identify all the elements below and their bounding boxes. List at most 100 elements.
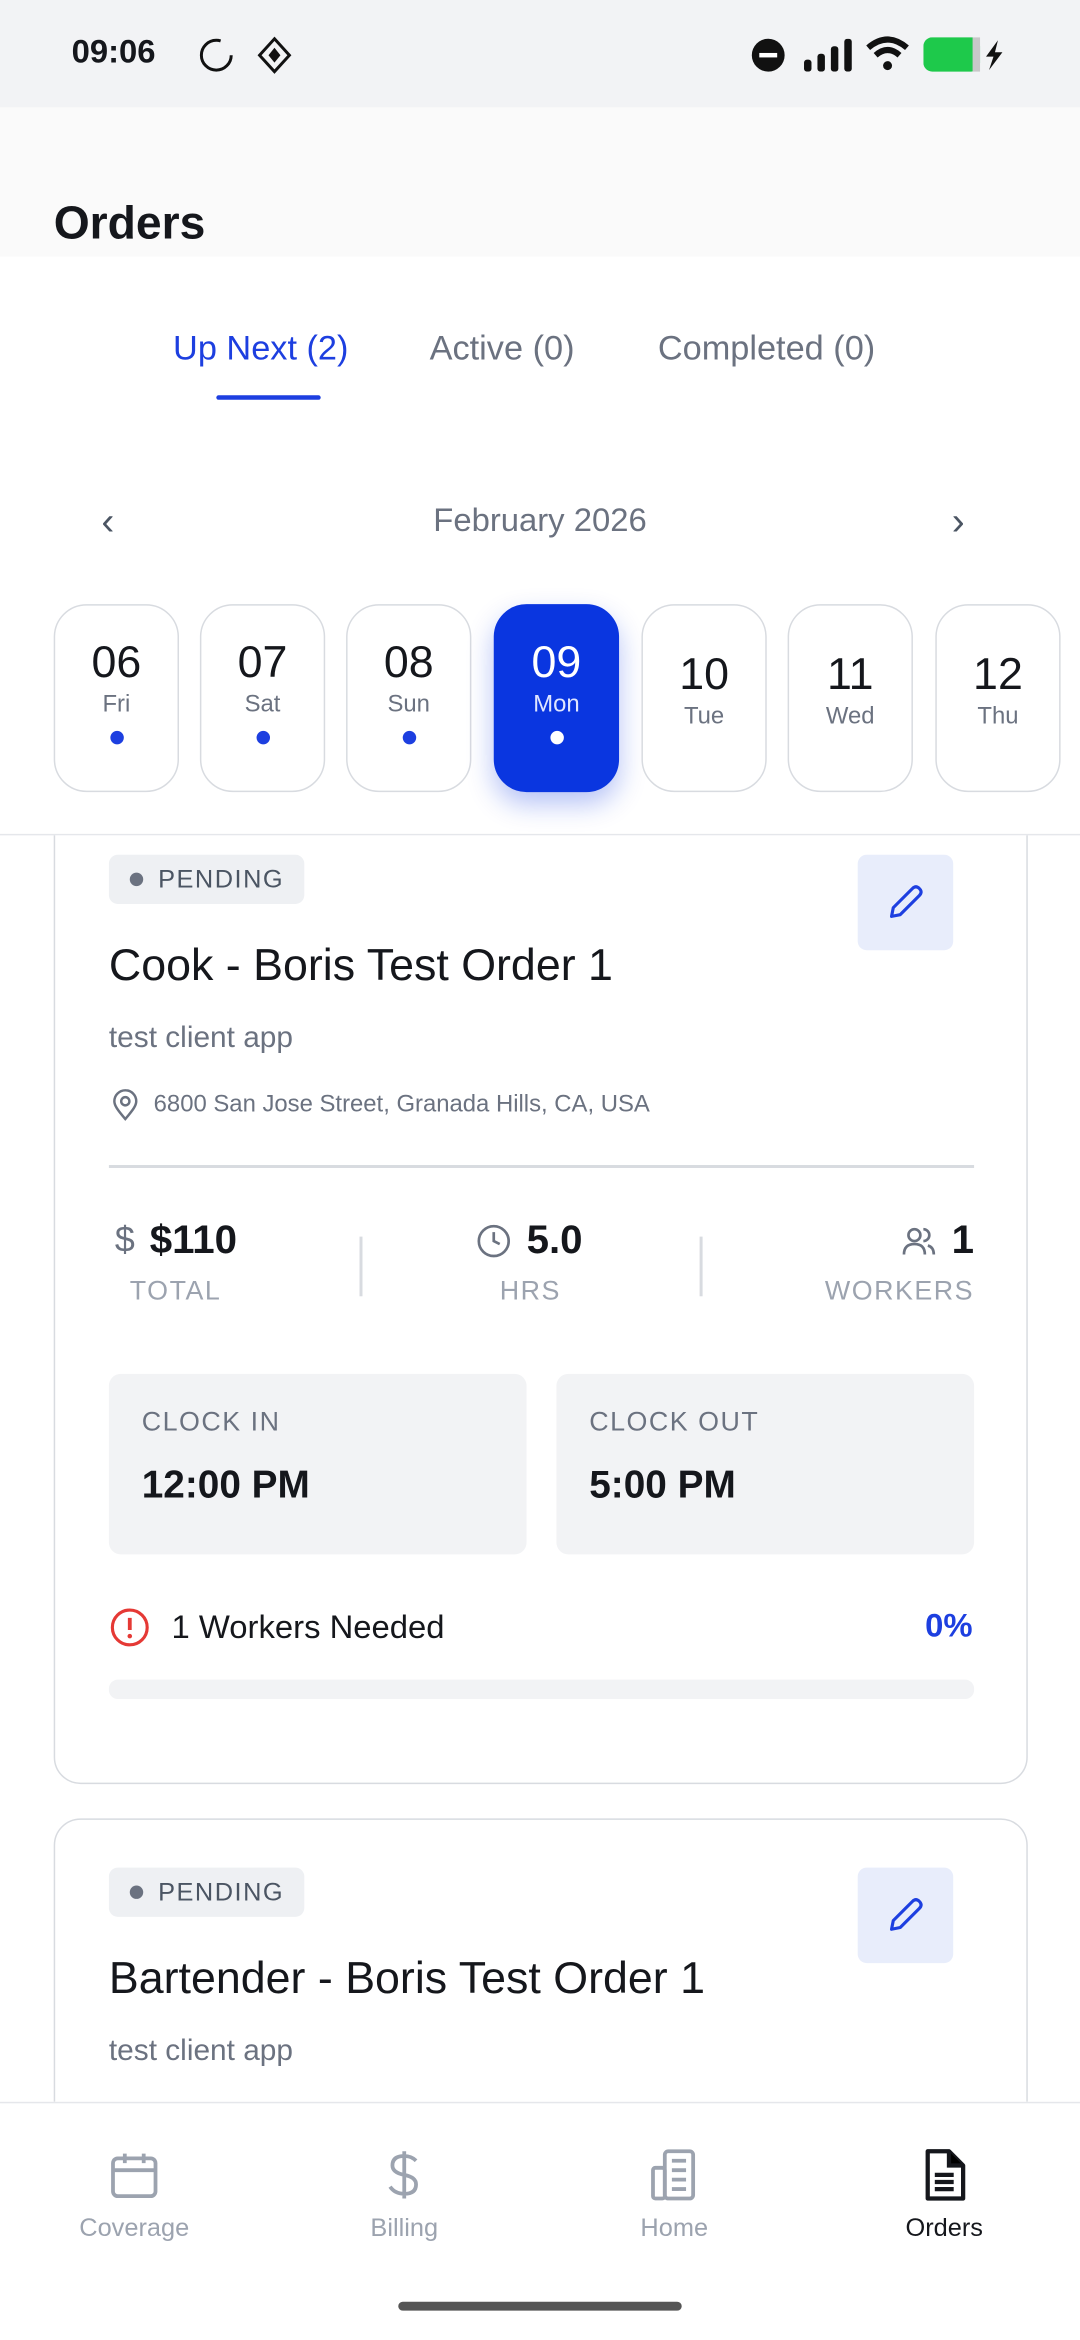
page-title: Orders <box>53 196 206 250</box>
pencil-icon <box>889 1898 923 1931</box>
status-badge: PENDING <box>108 854 306 904</box>
workers-value: 1 <box>951 1217 975 1262</box>
day-of-week: Wed <box>825 704 875 730</box>
separator <box>699 1236 703 1297</box>
day-number: 08 <box>383 638 434 688</box>
nav-label: Orders <box>905 2213 984 2243</box>
day-of-week: Sat <box>244 692 281 718</box>
day-number: 06 <box>91 638 142 688</box>
status-badge: PENDING <box>108 1867 306 1917</box>
day-of-week: Thu <box>977 704 1019 730</box>
nav-coverage[interactable]: Coverage <box>45 2145 224 2243</box>
hours-value: 5.0 <box>526 1217 583 1262</box>
stat-workers: 1 WORKERS <box>816 1217 974 1307</box>
workers-label: WORKERS <box>824 1275 975 1306</box>
has-orders-dot <box>402 730 416 745</box>
status-bar: 09:06 <box>0 0 1080 108</box>
nav-orders[interactable]: Orders <box>855 2145 1034 2243</box>
tab-up-next[interactable]: Up Next (2) <box>173 328 349 367</box>
orders-list[interactable]: PENDING Cook - Boris Test Order 1 test c… <box>0 835 1080 2102</box>
order-card[interactable]: PENDING Bartender - Boris Test Order 1 t… <box>53 1818 1028 2102</box>
workers-needed-text: 1 Workers Needed <box>171 1608 445 1646</box>
month-label: February 2026 <box>433 501 647 539</box>
order-title: Bartender - Boris Test Order 1 <box>108 1954 705 2004</box>
wifi-icon <box>866 36 909 71</box>
day-of-week: Mon <box>533 692 580 718</box>
date-chip-12[interactable]: 12 Thu <box>935 604 1061 793</box>
total-value: $110 <box>149 1217 238 1262</box>
date-chip-11[interactable]: 11 Wed <box>787 604 913 793</box>
edit-button[interactable] <box>857 1867 954 1964</box>
nav-label: Billing <box>370 2213 439 2243</box>
day-number: 10 <box>679 650 729 700</box>
app-notification-icon <box>257 36 292 74</box>
tab-active[interactable]: Active (0) <box>429 328 575 367</box>
tab-completed[interactable]: Completed (0) <box>657 328 876 367</box>
document-icon <box>925 2149 966 2201</box>
alert-icon <box>110 1608 149 1647</box>
clock-in-time: 12:00 PM <box>141 1461 310 1507</box>
clock-out-time: 5:00 PM <box>589 1461 736 1507</box>
divider <box>108 1165 975 1169</box>
nav-billing[interactable]: Billing <box>315 2145 494 2243</box>
has-orders-dot <box>255 730 270 745</box>
nav-home[interactable]: Home <box>585 2145 764 2243</box>
date-chip-07[interactable]: 07 Sat <box>199 604 326 793</box>
prev-month-button[interactable]: ‹ <box>101 498 115 543</box>
clock-out-label: CLOCK OUT <box>589 1406 760 1437</box>
day-number: 12 <box>973 650 1023 700</box>
order-card[interactable]: PENDING Cook - Boris Test Order 1 test c… <box>53 835 1028 1785</box>
address-text: 6800 San Jose Street, Granada Hills, CA,… <box>153 1091 650 1118</box>
pencil-icon <box>889 885 923 918</box>
day-of-week: Tue <box>683 704 725 730</box>
order-title: Cook - Boris Test Order 1 <box>108 941 613 991</box>
fill-percent: 0% <box>925 1606 973 1644</box>
clock-out-box: CLOCK OUT 5:00 PM <box>556 1373 975 1555</box>
day-number: 07 <box>237 638 288 688</box>
day-of-week: Fri <box>102 692 131 718</box>
nav-label: Home <box>640 2213 709 2243</box>
status-time: 09:06 <box>71 32 156 71</box>
header <box>0 107 1080 257</box>
day-number: 09 <box>531 638 582 688</box>
building-icon <box>651 2149 696 2201</box>
next-month-button[interactable]: › <box>951 498 965 543</box>
day-number: 11 <box>827 650 874 700</box>
dnd-icon <box>751 38 785 72</box>
client-name: test client app <box>108 1021 294 1055</box>
status-text: PENDING <box>158 864 285 893</box>
edit-button[interactable] <box>857 854 954 951</box>
nav-label: Coverage <box>79 2213 190 2243</box>
divider <box>0 833 1080 836</box>
hours-label: HRS <box>499 1275 561 1306</box>
day-of-week: Sun <box>387 692 430 718</box>
bottom-nav: Coverage Billing Home Orders <box>0 2101 1080 2340</box>
battery-icon <box>923 37 1003 72</box>
date-chip-10[interactable]: 10 Tue <box>641 604 767 793</box>
loading-icon <box>199 38 233 72</box>
status-text: PENDING <box>158 1877 285 1906</box>
has-orders-dot <box>109 730 124 745</box>
clock-in-label: CLOCK IN <box>141 1406 281 1437</box>
dollar-icon: $ <box>114 1219 135 1260</box>
total-label: TOTAL <box>129 1275 222 1306</box>
tab-active-indicator <box>216 395 321 400</box>
separator <box>359 1236 363 1297</box>
clock-in-box: CLOCK IN 12:00 PM <box>108 1373 527 1555</box>
date-chip-06[interactable]: 06 Fri <box>53 604 180 793</box>
address: 6800 San Jose Street, Granada Hills, CA,… <box>109 1087 650 1123</box>
fill-progress-bar <box>108 1679 975 1700</box>
home-indicator[interactable] <box>398 2301 682 2311</box>
workers-needed: 1 Workers Needed <box>109 1607 445 1649</box>
client-name: test client app <box>108 2034 294 2068</box>
stat-total: $ $110 TOTAL <box>115 1217 237 1307</box>
dollar-icon <box>388 2151 418 2199</box>
date-chip-08[interactable]: 08 Sun <box>346 604 472 793</box>
stat-hours: 5.0 HRS <box>476 1217 583 1307</box>
has-orders-dot <box>549 730 564 745</box>
signal-icon <box>804 38 852 72</box>
date-chip-09[interactable]: 09 Mon <box>493 604 620 793</box>
location-pin-icon <box>113 1089 138 1121</box>
clock-icon <box>477 1224 511 1257</box>
